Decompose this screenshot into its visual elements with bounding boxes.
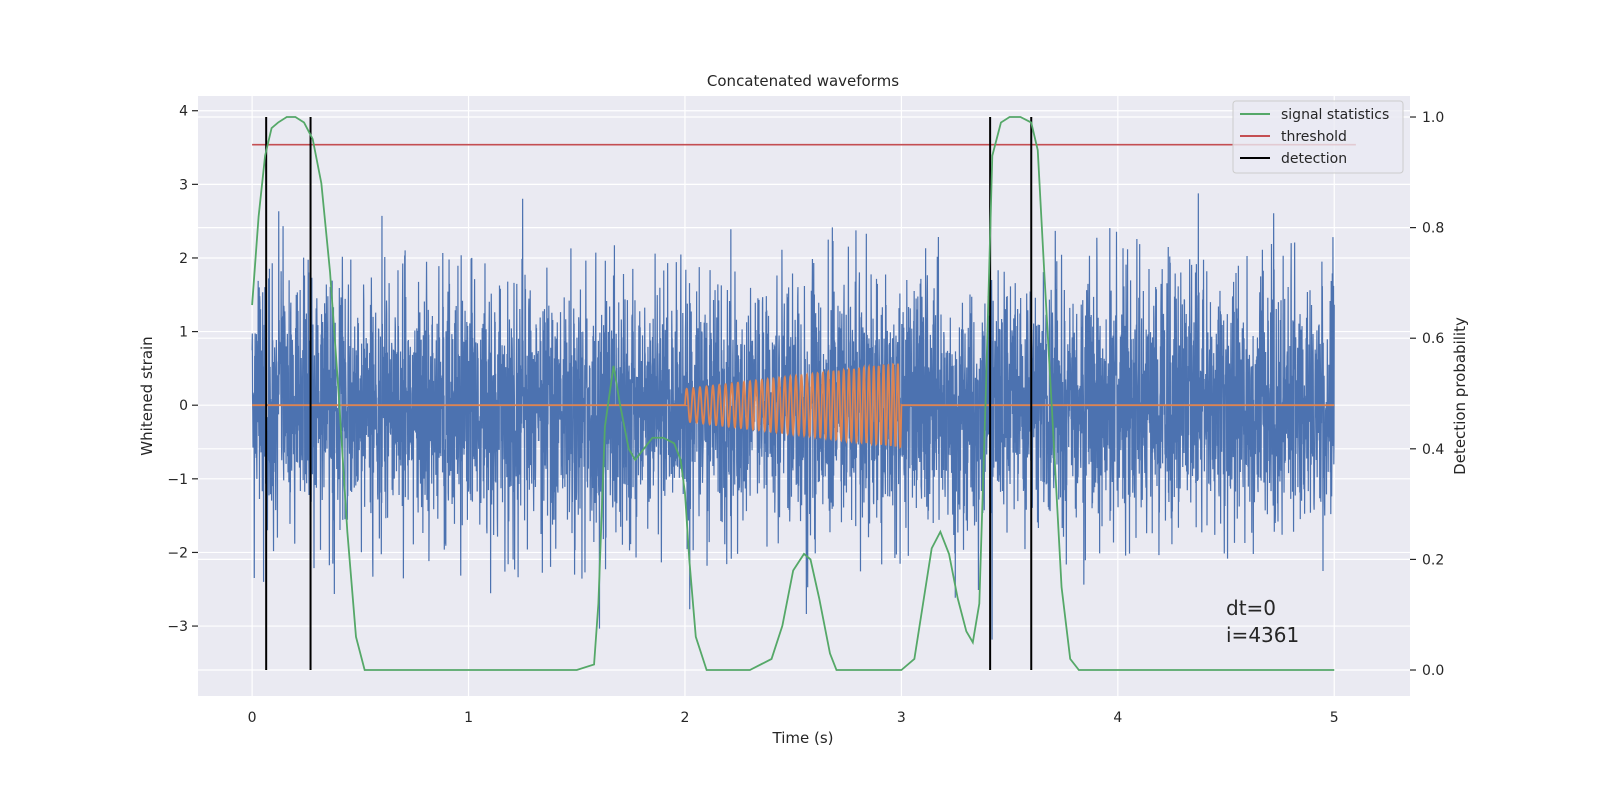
y-axis-label: Whitened strain bbox=[138, 336, 156, 455]
y-tick-label: −1 bbox=[167, 472, 188, 488]
y-tick-label: 3 bbox=[179, 177, 188, 193]
y-tick-label: 4 bbox=[179, 104, 188, 120]
y2-tick-label: 1.0 bbox=[1422, 110, 1444, 126]
chart-title: Concatenated waveforms bbox=[707, 72, 899, 90]
x-tick-label: 2 bbox=[681, 710, 690, 726]
legend-label-threshold: threshold bbox=[1281, 129, 1347, 145]
y-tick-label: 0 bbox=[179, 398, 188, 414]
x-tick-label: 0 bbox=[248, 710, 257, 726]
x-tick-label: 5 bbox=[1330, 710, 1339, 726]
signal-statistics-series bbox=[251, 116, 1335, 671]
legend-box bbox=[1232, 100, 1404, 174]
y2-tick-label: 0.6 bbox=[1422, 331, 1444, 347]
legend-label-signal-statistics: signal statistics bbox=[1281, 107, 1389, 123]
x-axis: 0 1 2 3 4 5 bbox=[248, 710, 1339, 726]
y2-tick-label: 0.0 bbox=[1422, 663, 1444, 679]
signal-statistics-line bbox=[251, 116, 1335, 671]
injection-line bbox=[252, 362, 1335, 450]
y2-tick-label: 0.4 bbox=[1422, 442, 1444, 458]
y2-axis-label: Detection probability bbox=[1451, 317, 1469, 475]
x-tick-label: 1 bbox=[464, 710, 473, 726]
y-tick-label: 2 bbox=[179, 251, 188, 267]
y2-tick-label: 0.2 bbox=[1422, 552, 1444, 568]
annotation-index: i=4361 bbox=[1226, 623, 1299, 647]
x-tick-label: 3 bbox=[897, 710, 906, 726]
y-axis-right: 1.0 0.8 0.6 0.4 0.2 0.0 bbox=[1410, 110, 1444, 679]
x-axis-label: Time (s) bbox=[772, 729, 834, 747]
legend-label-detection: detection bbox=[1281, 151, 1347, 167]
injection-series bbox=[252, 362, 1335, 450]
y-tick-label: −3 bbox=[167, 619, 188, 635]
y-tick-label: −2 bbox=[167, 545, 188, 561]
annotation-dt: dt=0 bbox=[1226, 596, 1276, 620]
y-axis-left: 4 3 2 1 0 −1 −2 −3 bbox=[167, 104, 198, 635]
x-tick-label: 4 bbox=[1113, 710, 1122, 726]
y-tick-label: 1 bbox=[179, 325, 188, 341]
detection-lines bbox=[265, 117, 1033, 671]
y2-tick-label: 0.8 bbox=[1422, 221, 1444, 237]
legend: signal statistics threshold detection bbox=[1232, 100, 1404, 174]
